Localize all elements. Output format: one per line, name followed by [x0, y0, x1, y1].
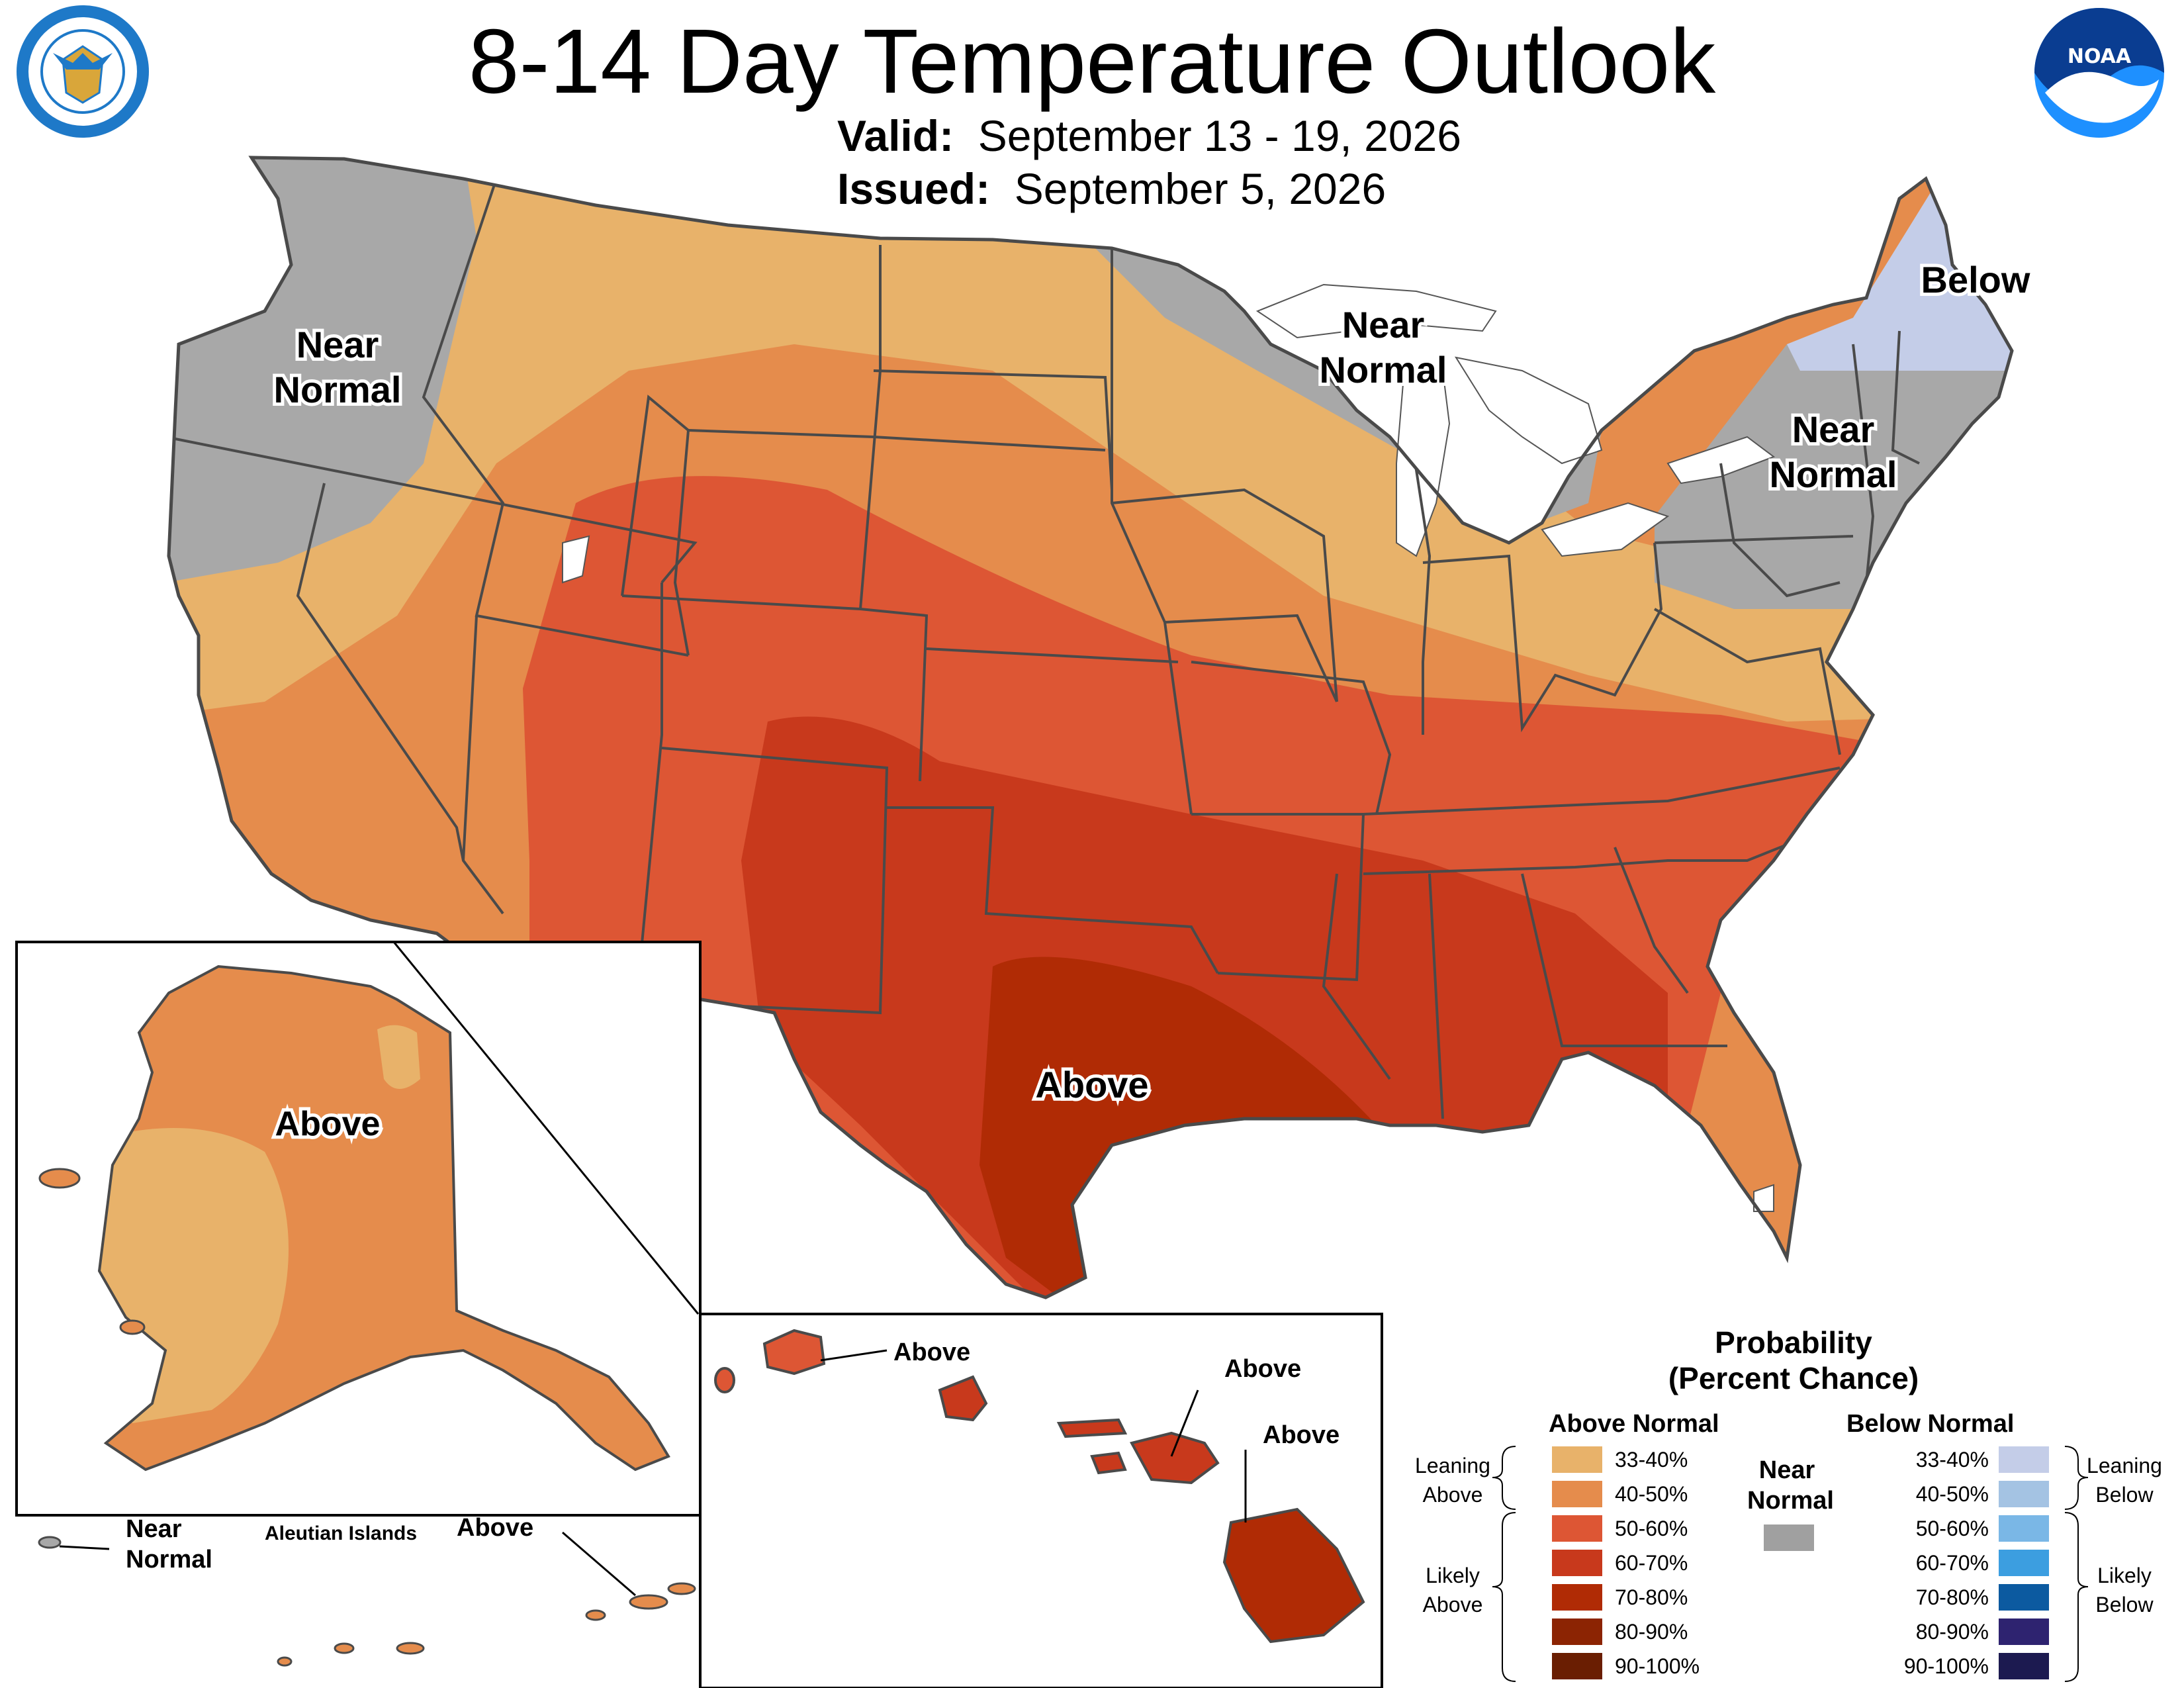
leaning-below-label-1: Leaning	[2087, 1454, 2162, 1477]
likely-below-label: Likely Below	[2081, 1561, 2167, 1619]
alaska-above-label: Above	[275, 1105, 381, 1143]
below-label-1: 40-50%	[1915, 1482, 1989, 1506]
state-boundaries	[169, 178, 1920, 1119]
northeast-near-normal-label-1: Near	[1792, 408, 1875, 450]
above-swatch-0	[1552, 1446, 1602, 1473]
issued-label: Issued:	[837, 164, 991, 213]
below-label-5: 80-90%	[1915, 1620, 1989, 1644]
above-label-0: 33-40%	[1615, 1448, 1688, 1472]
likely-above-label: Likely Above	[1413, 1561, 1492, 1619]
below-swatch-2	[1999, 1515, 2049, 1542]
valid-label: Valid:	[837, 111, 954, 160]
leaning-below-label-2: Below	[2095, 1483, 2154, 1507]
likely-below-label-2: Below	[2095, 1593, 2154, 1617]
department-of-commerce-seal-icon	[17, 5, 149, 138]
valid-dates: Valid: September 13 - 19, 2026	[837, 109, 1461, 162]
near-normal-header-1: Near	[1758, 1456, 1815, 1484]
below-label-6: 90-100%	[1903, 1654, 1989, 1678]
above-label-3: 60-70%	[1615, 1551, 1688, 1575]
west-near-normal-label-2: Normal	[274, 369, 402, 410]
above-label-4: 70-80%	[1615, 1585, 1688, 1609]
likely-above-label-1: Likely	[1426, 1564, 1480, 1587]
above-label-2: 50-60%	[1615, 1517, 1688, 1540]
above-swatch-6	[1552, 1653, 1602, 1679]
below-swatch-0	[1999, 1446, 2049, 1473]
below-swatch-4	[1999, 1584, 2049, 1611]
legend-braces	[1492, 1446, 2089, 1682]
hawaii-inset: Above Above Above	[699, 1313, 1383, 1688]
below-label-2: 50-60%	[1915, 1517, 1989, 1540]
noaa-logo-text: NOAA	[2068, 45, 2132, 68]
great-lakes-near-normal-label-1: Near	[1342, 304, 1425, 346]
likely-above-label-2: Above	[1422, 1593, 1483, 1617]
leaning-above-label: Leaning Above	[1413, 1451, 1492, 1509]
leaning-above-label-2: Above	[1422, 1483, 1483, 1507]
maui-above-label: Above	[1224, 1355, 1301, 1383]
above-label-1: 40-50%	[1615, 1482, 1688, 1506]
issued-value: September 5, 2026	[1014, 164, 1387, 213]
below-normal-header: Below Normal	[1846, 1410, 2015, 1438]
below-swatch-6	[1999, 1653, 2049, 1679]
above-label-6: 90-100%	[1615, 1654, 1700, 1678]
above-normal-header: Above Normal	[1549, 1410, 1719, 1438]
above-swatch-4	[1552, 1584, 1602, 1611]
below-swatch-3	[1999, 1550, 2049, 1576]
maine-below-label: Below	[1921, 259, 2030, 301]
below-label-4: 70-80%	[1915, 1585, 1989, 1609]
near-normal-header: Near Normal	[1747, 1455, 1834, 1516]
noaa-logo-icon: NOAA	[2034, 8, 2164, 138]
aleutian-near-normal-label-1: Near	[126, 1515, 182, 1543]
west-near-normal-label-1: Near	[296, 324, 379, 365]
legend: Probability (Percent Chance) Above Norma…	[1403, 1317, 2184, 1688]
above-swatch-1	[1552, 1481, 1602, 1507]
northeast-near-normal-label-2: Normal	[1770, 453, 1897, 495]
legend-title-2: (Percent Chance)	[1668, 1361, 1919, 1395]
likely-below-label-1: Likely	[2097, 1564, 2152, 1587]
above-swatch-2	[1552, 1515, 1602, 1542]
aleutian-islands-title: Aleutian Islands	[265, 1523, 417, 1544]
below-label-0: 33-40%	[1915, 1448, 1989, 1472]
near-normal-header-2: Normal	[1747, 1487, 1834, 1515]
below-label-3: 60-70%	[1915, 1551, 1989, 1575]
great-lakes	[562, 283, 1776, 1212]
texas-above-label: Above	[1035, 1064, 1148, 1105]
aleutian-above-label: Above	[457, 1514, 533, 1542]
near-normal-swatch	[1764, 1524, 1814, 1551]
great-lakes-near-normal-label-2: Normal	[1320, 349, 1447, 391]
below-swatch-1	[1999, 1481, 2049, 1507]
legend-title-1: Probability	[1715, 1325, 1872, 1360]
kauai-above-label: Above	[893, 1338, 970, 1366]
alaska-inset: Above Aleutian Islands Near Normal Above	[15, 941, 702, 1667]
below-swatch-5	[1999, 1618, 2049, 1645]
big-island-above-label: Above	[1263, 1421, 1340, 1449]
above-swatch-5	[1552, 1618, 1602, 1645]
aleutian-near-normal-label-2: Normal	[126, 1546, 212, 1573]
above-label-5: 80-90%	[1615, 1620, 1688, 1644]
issued-date: Issued: September 5, 2026	[837, 162, 1386, 215]
valid-value: September 13 - 19, 2026	[978, 111, 1461, 160]
above-swatch-3	[1552, 1550, 1602, 1576]
leaning-below-label: Leaning Below	[2081, 1451, 2167, 1509]
leaning-above-label-1: Leaning	[1415, 1454, 1490, 1477]
page-title: 8-14 Day Temperature Outlook	[468, 11, 1716, 113]
